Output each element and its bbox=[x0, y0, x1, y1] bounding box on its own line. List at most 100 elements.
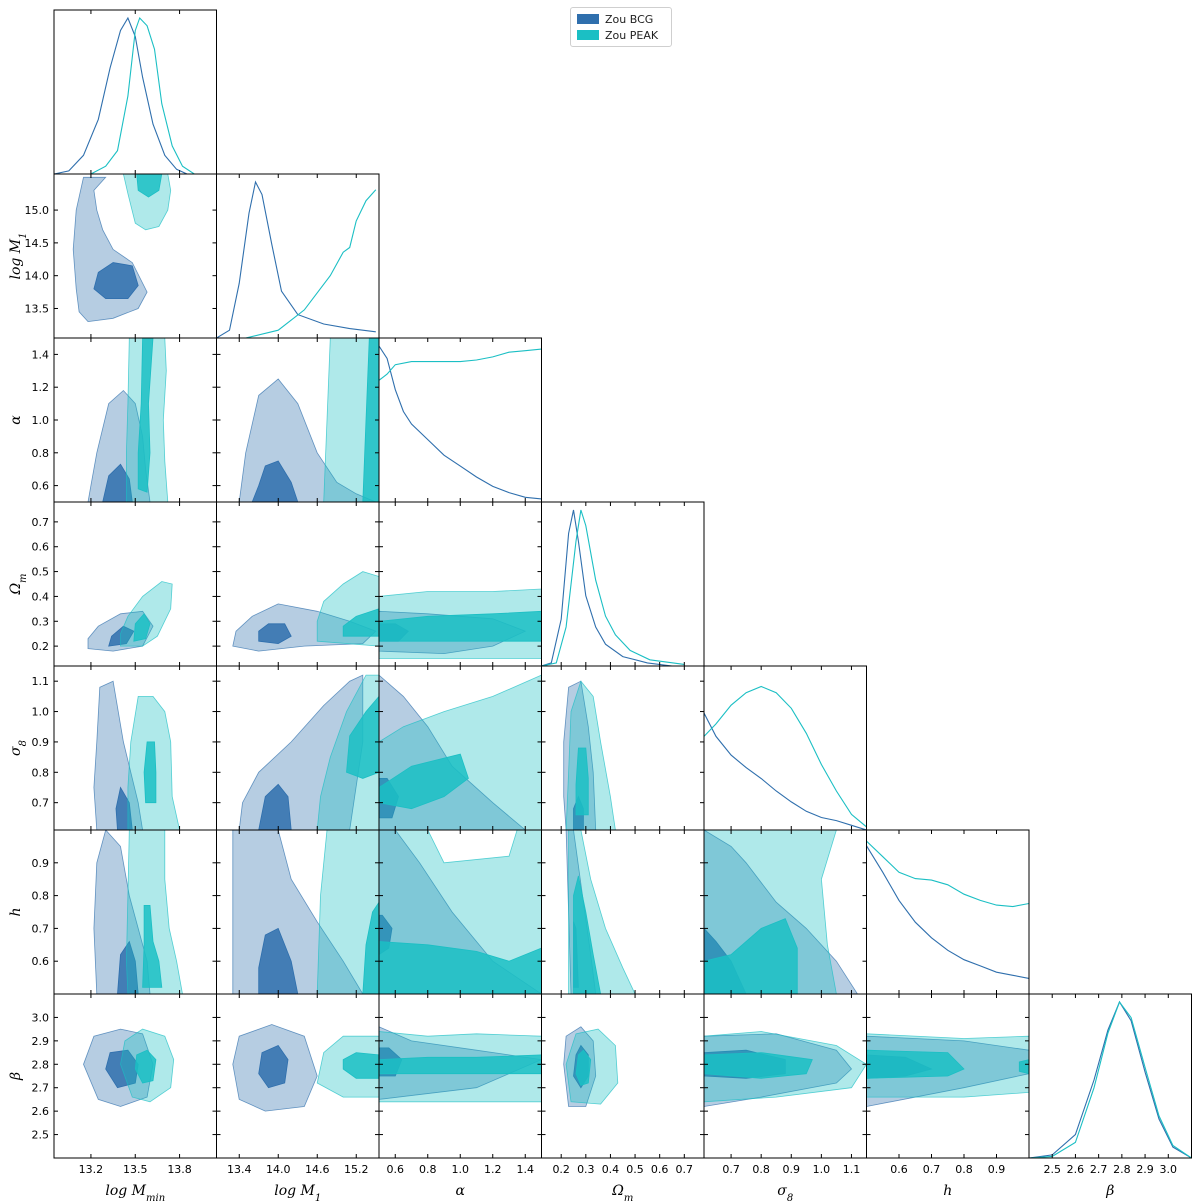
ytick-label-Om-0: 0.2 bbox=[32, 640, 50, 653]
ytick-label-beta-1: 2.6 bbox=[32, 1105, 50, 1118]
ytick-label-Om-4: 0.6 bbox=[32, 541, 50, 554]
ytick-label-h-0: 0.6 bbox=[32, 955, 50, 968]
marginal-zou-bcg-s8 bbox=[704, 712, 867, 830]
xlabel-beta: β bbox=[1105, 1183, 1114, 1199]
contour-outer-zou-peak-logM1-h bbox=[316, 830, 379, 994]
legend-label-peak: Zou PEAK bbox=[605, 28, 659, 42]
contour-inner-zou-peak-logMmin-logM1 bbox=[136, 174, 163, 198]
contour-inner-zou-bcg-logM1-h bbox=[258, 927, 299, 994]
panel-frame-s8-s8 bbox=[703, 665, 867, 831]
contour-inner-zou-peak-alpha-beta bbox=[379, 1054, 542, 1075]
xtick-label-logM1-2: 14.6 bbox=[305, 1163, 330, 1176]
xtick-label-logMmin-2: 13.8 bbox=[167, 1163, 192, 1176]
contour-inner-zou-peak-Om-h bbox=[573, 875, 602, 994]
contour-inner-zou-peak-logM1-h bbox=[362, 901, 379, 994]
ytick-label-s8-4: 1.1 bbox=[32, 675, 50, 688]
ytick-label-Om-2: 0.4 bbox=[32, 590, 50, 603]
marginal-zou-bcg-alpha bbox=[379, 345, 542, 500]
contour-inner-zou-bcg-logMmin-alpha bbox=[102, 463, 133, 502]
xtick-label-alpha-3: 1.2 bbox=[484, 1163, 502, 1176]
contour-inner-zou-peak-Om-beta bbox=[575, 1049, 592, 1086]
xtick-label-logM1-0: 13.4 bbox=[227, 1163, 252, 1176]
legend-item-peak: Zou PEAK bbox=[577, 28, 658, 42]
xtick-label-logMmin-0: 13.2 bbox=[79, 1163, 104, 1176]
ylabel-Om: Ωm bbox=[8, 573, 29, 595]
ytick-label-s8-3: 1.0 bbox=[32, 706, 50, 719]
ytick-label-alpha-3: 1.2 bbox=[32, 381, 50, 394]
panel-frame-Om-Om bbox=[541, 501, 705, 667]
legend-swatch-peak bbox=[577, 30, 599, 40]
contour-inner2-zou-peak-h-beta bbox=[1018, 1059, 1029, 1075]
xtick-label-h-1: 0.7 bbox=[923, 1163, 941, 1176]
ytick-label-Om-5: 0.7 bbox=[32, 516, 50, 529]
contour-inner-zou-peak-logM1-beta bbox=[342, 1052, 379, 1079]
contour-inner-zou-bcg-logM1-Om bbox=[258, 623, 292, 645]
xtick-label-logM1-3: 15.2 bbox=[344, 1163, 369, 1176]
ytick-label-logM1-1: 14.0 bbox=[25, 270, 50, 283]
contour-inner-zou-peak-alpha-h bbox=[379, 941, 542, 994]
ytick-label-beta-5: 3.0 bbox=[32, 1011, 50, 1024]
contour-inner-zou-bcg-logMmin-Om bbox=[108, 625, 135, 647]
xlabel-alpha: α bbox=[456, 1183, 466, 1199]
ytick-label-alpha-1: 0.8 bbox=[32, 447, 50, 460]
contour-outer-zou-peak-logMmin-h bbox=[125, 830, 183, 994]
ytick-label-Om-1: 0.3 bbox=[32, 615, 50, 628]
ylabel-beta: β bbox=[8, 1072, 24, 1081]
xtick-label-s8-3: 1.0 bbox=[813, 1163, 831, 1176]
xtick-label-alpha-4: 1.4 bbox=[517, 1163, 535, 1176]
xtick-label-logM1-1: 14.0 bbox=[266, 1163, 291, 1176]
contour-inner-zou-peak-h-beta bbox=[866, 1049, 965, 1079]
ytick-label-alpha-4: 1.4 bbox=[32, 348, 50, 361]
xtick-label-s8-1: 0.8 bbox=[752, 1163, 770, 1176]
marginal-zou-bcg-logM1 bbox=[216, 180, 376, 338]
contour-inner-zou-peak-logMmin-beta bbox=[134, 1049, 157, 1084]
xlabel-logM1: log M1 bbox=[274, 1183, 321, 1201]
legend-swatch-bcg bbox=[577, 14, 599, 24]
xtick-label-Om-3: 0.5 bbox=[626, 1163, 644, 1176]
xtick-label-s8-4: 1.1 bbox=[843, 1163, 861, 1176]
legend-item-bcg: Zou BCG bbox=[577, 12, 653, 26]
contour-inner-zou-peak-Om-s8 bbox=[575, 747, 589, 816]
ytick-label-s8-1: 0.8 bbox=[32, 766, 50, 779]
contour-inner-zou-peak-logM1-Om bbox=[342, 608, 379, 637]
marginal-zou-peak-alpha bbox=[379, 348, 542, 381]
xtick-label-beta-2: 2.7 bbox=[1090, 1163, 1108, 1176]
xtick-label-beta-1: 2.6 bbox=[1067, 1163, 1085, 1176]
ylabel-s8: σ8 bbox=[8, 740, 29, 756]
panel-frame-beta-beta bbox=[1028, 993, 1192, 1159]
ytick-label-beta-3: 2.8 bbox=[32, 1058, 50, 1071]
contour-inner-zou-peak-logM1-s8 bbox=[346, 695, 379, 779]
ytick-label-beta-2: 2.7 bbox=[32, 1082, 50, 1095]
xlabel-Om: Ωm bbox=[611, 1183, 633, 1201]
contour-inner-zou-peak-logMmin-s8 bbox=[143, 741, 157, 804]
contour-outer-zou-peak-Om-beta bbox=[565, 1028, 619, 1105]
ytick-label-alpha-0: 0.6 bbox=[32, 480, 50, 493]
legend: Zou BCG Zou PEAK bbox=[570, 7, 672, 47]
xtick-label-h-2: 0.8 bbox=[955, 1163, 973, 1176]
ylabel-h: h bbox=[8, 907, 24, 916]
marginal-zou-peak-h bbox=[866, 840, 1029, 908]
xtick-label-Om-0: 0.2 bbox=[552, 1163, 570, 1176]
ytick-label-s8-0: 0.7 bbox=[32, 797, 50, 810]
ylabel-alpha: α bbox=[8, 415, 24, 425]
xtick-label-Om-2: 0.4 bbox=[602, 1163, 620, 1176]
ytick-label-h-1: 0.7 bbox=[32, 922, 50, 935]
xtick-label-beta-0: 2.5 bbox=[1043, 1163, 1061, 1176]
contour-inner-zou-bcg-logM1-beta bbox=[258, 1045, 289, 1089]
xtick-label-alpha-0: 0.6 bbox=[387, 1163, 405, 1176]
contour-inner-zou-peak-logMmin-h bbox=[142, 905, 163, 988]
xtick-label-alpha-2: 1.0 bbox=[452, 1163, 470, 1176]
contour-outer-zou-peak-logMmin-Om bbox=[120, 581, 173, 647]
ytick-label-h-3: 0.9 bbox=[32, 857, 50, 870]
xtick-label-beta-5: 3.0 bbox=[1160, 1163, 1178, 1176]
contour-inner-zou-bcg-logMmin-h bbox=[117, 940, 139, 994]
contour-inner-zou-bcg-logM1-s8 bbox=[258, 783, 292, 830]
contour-inner-zou-peak-alpha-s8 bbox=[379, 753, 469, 810]
contour-outer-zou-bcg-logM1-s8 bbox=[238, 674, 364, 830]
contour-inner-zou-bcg-logMmin-logM1 bbox=[93, 262, 139, 299]
marginal-zou-peak-Om bbox=[541, 509, 685, 666]
xtick-label-Om-4: 0.6 bbox=[651, 1163, 669, 1176]
marginal-zou-peak-s8 bbox=[704, 685, 867, 828]
xtick-label-s8-2: 0.9 bbox=[783, 1163, 801, 1176]
